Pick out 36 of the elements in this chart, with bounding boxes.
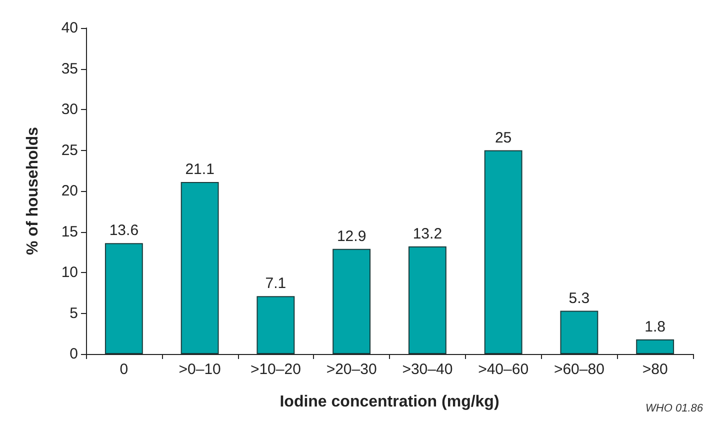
- x-tick-label: 0: [120, 361, 128, 378]
- bar: [560, 310, 598, 354]
- data-label: 5.3: [568, 290, 590, 307]
- y-tick-label: 25: [61, 142, 78, 159]
- x-tick-label: >0–10: [178, 361, 221, 378]
- y-tick-label: 5: [70, 304, 78, 322]
- x-tick-label: >40–60: [478, 361, 529, 378]
- y-tick-label: 35: [61, 60, 78, 78]
- bar: [332, 248, 371, 354]
- text: WHO 01.86: [646, 402, 704, 414]
- data-label: 13.2: [412, 225, 442, 242]
- bar: [180, 182, 219, 354]
- x-axis-title: Iodine concentration (mg/kg): [280, 394, 500, 410]
- y-tick-label: 40: [61, 20, 78, 36]
- y-axis-title: % of households: [24, 126, 42, 255]
- y-tick-label: 30: [61, 101, 78, 118]
- data-label: 12.9: [336, 228, 366, 245]
- data-label: 1.8: [644, 318, 666, 336]
- y-tick-label: 15: [61, 223, 78, 240]
- x-tick-label: >20–30: [326, 361, 377, 378]
- bar: [484, 150, 522, 354]
- x-tick-label: >10–20: [250, 361, 301, 378]
- data-label: 21.1: [185, 161, 214, 178]
- data-label: 13.6: [109, 222, 139, 240]
- y-tick-label: 0: [70, 346, 78, 362]
- bar: [408, 246, 446, 354]
- data-label: 7.1: [265, 275, 286, 292]
- y-tick-label: 10: [61, 264, 78, 281]
- y-tick-label: 20: [61, 182, 78, 200]
- x-tick-label: >30–40: [402, 361, 453, 378]
- bar: [636, 339, 674, 354]
- x-tick-label: >60–80: [554, 361, 604, 378]
- bar: [104, 243, 143, 354]
- x-tick-label: >80: [642, 361, 668, 378]
- bar: [256, 296, 295, 354]
- data-label: 25: [494, 129, 512, 146]
